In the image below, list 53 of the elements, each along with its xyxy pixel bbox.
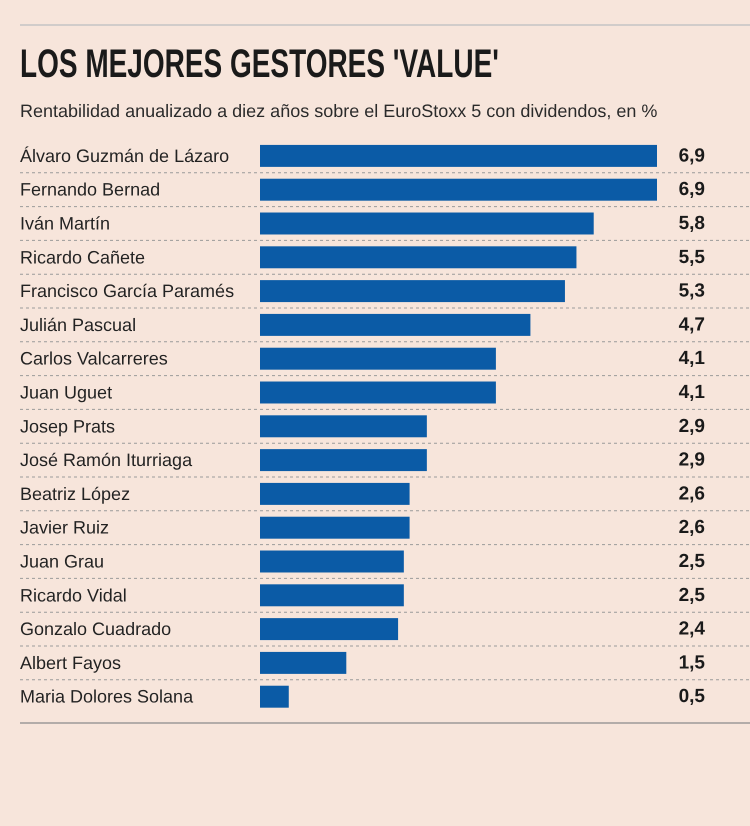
data-label: 2,9	[678, 450, 705, 471]
bar	[260, 246, 576, 268]
bar	[260, 449, 427, 472]
data-label: 5,8	[678, 213, 705, 234]
bar	[260, 618, 398, 640]
y-tick-label: Josep Prats	[20, 416, 116, 436]
data-label: 2,4	[678, 618, 706, 640]
bar	[260, 652, 346, 674]
data-label: 6,9	[678, 179, 705, 200]
y-tick-label: Juan Grau	[20, 552, 104, 572]
y-tick-label: Javier Ruiz	[20, 518, 110, 538]
y-tick-label: Álvaro Guzmán de Lázaro	[20, 146, 230, 166]
y-tick-label: Carlos Valcarreres	[20, 348, 168, 369]
y-tick-label: Albert Fayos	[20, 652, 122, 673]
data-label: 5,5	[678, 246, 706, 268]
bar	[260, 584, 404, 606]
bar	[260, 516, 410, 539]
y-tick-label: Ricardo Vidal	[20, 585, 127, 606]
bar	[260, 348, 496, 370]
y-tick-label: Fernando Bernad	[20, 180, 160, 200]
y-tick-label: Julián Pascual	[20, 314, 136, 335]
y-tick-label: Maria Dolores Solana	[20, 686, 194, 707]
bar	[260, 415, 427, 438]
data-label: 1,5	[678, 652, 706, 674]
y-tick-label: Gonzalo Cuadrado	[20, 619, 172, 640]
bar	[260, 280, 565, 302]
data-label: 4,7	[678, 314, 705, 336]
bar	[260, 482, 410, 505]
y-tick-label: Juan Uguet	[20, 382, 112, 402]
bar	[260, 212, 594, 234]
y-tick-label: Iván Martín	[20, 214, 110, 234]
data-label: 2,5	[678, 584, 706, 606]
y-tick-label: Beatriz López	[20, 484, 130, 504]
bar	[260, 550, 404, 572]
data-label: 4,1	[678, 348, 706, 370]
data-label: 2,6	[678, 483, 705, 504]
data-label: 2,5	[678, 551, 706, 572]
bar	[260, 144, 657, 167]
data-label: 4,1	[678, 382, 706, 403]
bar	[260, 686, 289, 708]
data-label: 2,9	[678, 416, 705, 437]
bar	[260, 382, 496, 404]
data-label: 2,6	[678, 517, 705, 538]
bar	[260, 178, 657, 201]
y-tick-label: Ricardo Cañete	[20, 247, 146, 268]
data-label: 0,5	[678, 686, 706, 708]
chart-subtitle: Rentabilidad anualizado a diez años sobre el EuroStoxx 5 con dividendos, en %	[20, 101, 658, 121]
y-tick-label: Francisco García Paramés	[20, 281, 234, 302]
bar	[260, 314, 530, 336]
chart-title: LOS MEJORES GESTORES 'VALUE'	[20, 42, 499, 86]
data-label: 6,9	[678, 145, 705, 166]
data-label: 5,3	[678, 280, 705, 302]
y-tick-label: José Ramón Iturriaga	[20, 450, 194, 470]
